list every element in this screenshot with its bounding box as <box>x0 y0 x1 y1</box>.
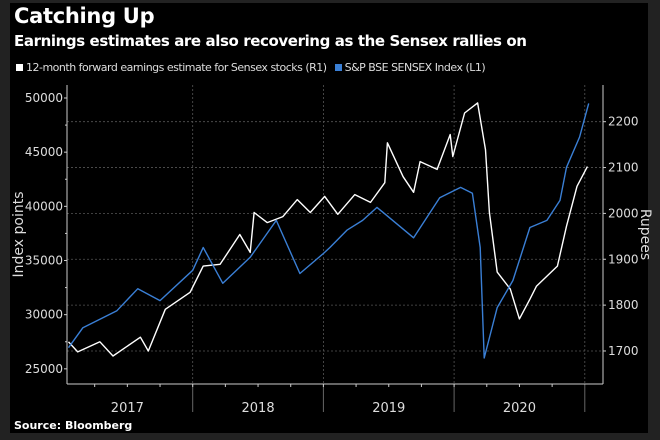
right-tick-label: 2000 <box>608 206 639 220</box>
x-tick-label: 2018 <box>242 401 275 416</box>
right-tick-label: 1700 <box>608 344 639 358</box>
left-tick-label: 35000 <box>25 254 63 268</box>
legend-swatch-earnings <box>16 64 23 71</box>
right-tick-label: 1900 <box>608 252 639 266</box>
legend-swatch-sensex <box>334 64 342 71</box>
left-tick-label: 40000 <box>25 199 63 213</box>
legend-item-earnings: 12-month forward earnings estimate for S… <box>16 61 327 74</box>
legend-item-sensex: S&P BSE SENSEX Index (L1) <box>334 61 486 74</box>
series-line-sensex <box>67 103 590 359</box>
y-right-axis-label: Rupees <box>637 209 653 260</box>
series-line-earnings-estimate <box>67 102 589 357</box>
x-tick-label: 2017 <box>111 401 144 416</box>
left-tick-label: 25000 <box>25 362 63 376</box>
chart-title: Catching Up <box>14 4 155 28</box>
right-tick-label: 2200 <box>608 115 639 129</box>
left-tick-label: 50000 <box>25 91 63 105</box>
legend-label-earnings: 12-month forward earnings estimate for S… <box>26 61 327 74</box>
legend-label-sensex: S&P BSE SENSEX Index (L1) <box>344 61 486 74</box>
left-tick-label: 30000 <box>25 308 63 322</box>
y-left-axis-label: Index points <box>11 192 27 278</box>
chart-subtitle: Earnings estimates are also recovering a… <box>14 32 527 50</box>
right-tick-label: 2100 <box>608 161 639 175</box>
source-note: Source: Bloomberg <box>14 419 133 432</box>
legend: 12-month forward earnings estimate for S… <box>16 61 486 74</box>
x-tick-label: 2019 <box>372 401 405 416</box>
chart-panel <box>10 3 648 433</box>
right-tick-label: 1800 <box>608 298 639 312</box>
x-tick-label: 2020 <box>503 401 536 416</box>
left-tick-label: 45000 <box>25 145 63 159</box>
